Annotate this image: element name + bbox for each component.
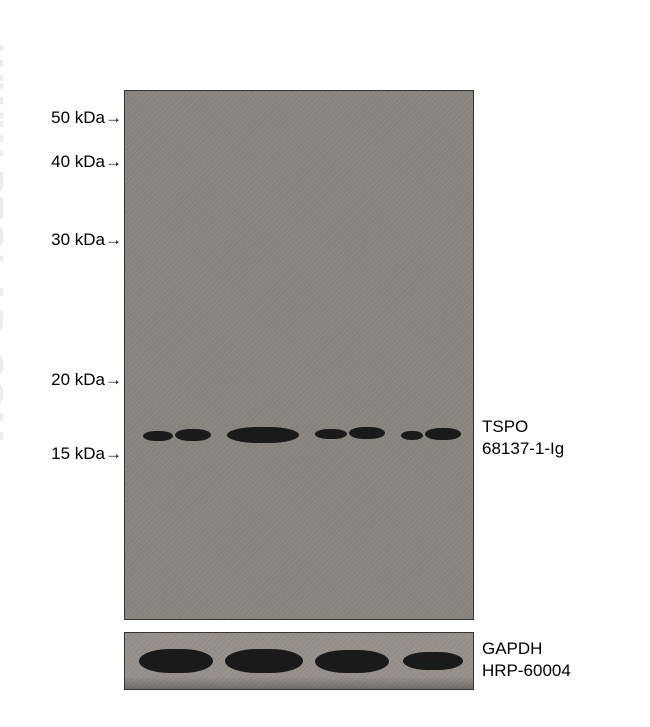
mw-marker: 20 kDa→	[51, 370, 122, 390]
mw-marker: 30 kDa→	[51, 230, 122, 250]
tspo-band	[401, 431, 423, 440]
gapdh-band	[139, 649, 213, 673]
tspo-band	[143, 431, 173, 441]
mw-marker: 15 kDa→	[51, 444, 122, 464]
blot-noise	[125, 91, 473, 619]
blot-shadow	[125, 677, 473, 689]
blot-gapdh	[124, 632, 474, 690]
tspo-band	[425, 428, 461, 440]
tspo-band	[315, 429, 347, 439]
lane-labels-group: K-562 HSC-T6 NIH/3T3 4T1	[0, 0, 650, 90]
tspo-band	[349, 427, 385, 439]
figure-container: WWW.PTGLAB.COM K-562 HSC-T6 NIH/3T3 4T1 …	[0, 0, 650, 727]
tspo-band	[227, 427, 299, 443]
gapdh-band	[315, 650, 389, 673]
catalog-number: HRP-60004	[482, 660, 571, 682]
gapdh-band	[403, 652, 463, 670]
target-name: TSPO	[482, 416, 564, 438]
target-label-tspo: TSPO 68137-1-Ig	[482, 416, 564, 460]
gapdh-band	[225, 649, 303, 673]
tspo-band	[175, 429, 211, 441]
mw-marker: 40 kDa→	[51, 152, 122, 172]
mw-marker: 50 kDa→	[51, 108, 122, 128]
target-label-gapdh: GAPDH HRP-60004	[482, 638, 571, 682]
watermark-text: WWW.PTGLAB.COM	[0, 45, 10, 444]
blot-main	[124, 90, 474, 620]
target-name: GAPDH	[482, 638, 571, 660]
catalog-number: 68137-1-Ig	[482, 438, 564, 460]
